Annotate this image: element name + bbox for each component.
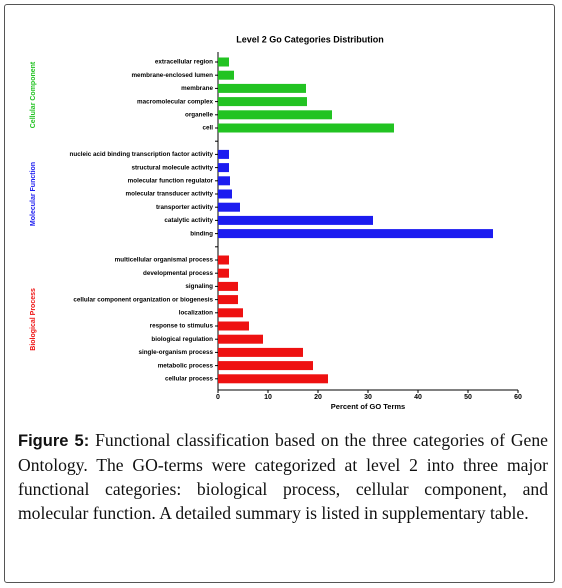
x-tick-label: 30	[364, 394, 372, 401]
bar	[218, 163, 229, 173]
chart-title: Level 2 Go Categories Distribution	[236, 34, 384, 44]
y-tick-label: transporter activity	[156, 204, 214, 211]
bar	[218, 361, 313, 371]
y-tick-label: metabolic process	[158, 362, 214, 369]
y-tick-label: response to stimulus	[150, 323, 214, 330]
caption: Figure 5: Functional classification base…	[18, 428, 548, 525]
group-label: Molecular Function	[30, 162, 37, 226]
y-tick-label: membrane-enclosed lumen	[131, 72, 213, 79]
y-tick-label: cellular process	[165, 375, 213, 382]
y-tick-label: multicellular organismal process	[115, 257, 214, 264]
group-label: Cellular Component	[30, 61, 37, 128]
x-tick-label: 60	[514, 394, 522, 401]
x-axis-label: Percent of GO Terms	[331, 402, 405, 411]
y-tick-label: cell	[202, 125, 213, 132]
bar	[218, 308, 243, 318]
bar	[218, 374, 328, 384]
bar	[218, 321, 249, 331]
bar	[218, 83, 306, 93]
figure-frame	[4, 4, 555, 583]
x-tick-label: 0	[216, 394, 220, 401]
bar	[218, 176, 230, 186]
y-tick-label: molecular function regulator	[128, 177, 214, 184]
y-tick-label: biological regulation	[151, 336, 213, 343]
y-tick-label: single-organism process	[138, 349, 213, 356]
bar	[218, 347, 303, 357]
y-tick-label: binding	[190, 230, 213, 237]
y-tick-label: membrane	[181, 85, 213, 92]
y-tick-label: developmental process	[143, 270, 213, 277]
y-tick-label: organelle	[185, 111, 213, 118]
bar	[218, 189, 232, 199]
x-tick-label: 10	[264, 394, 272, 401]
bar	[218, 110, 332, 120]
y-tick-label: nucleic acid binding transcription facto…	[70, 151, 214, 158]
bar	[218, 70, 234, 80]
bar	[218, 97, 307, 107]
bar	[218, 281, 238, 291]
bar	[218, 268, 229, 278]
y-tick-label: macromolecular complex	[137, 98, 213, 105]
bar	[218, 57, 229, 67]
chart: Level 2 Go Categories Distribution Perce…	[30, 34, 522, 411]
y-tick-label: molecular transducer activity	[126, 191, 214, 198]
y-tick-label: catalytic activity	[164, 217, 213, 224]
bar	[218, 215, 373, 225]
bar	[218, 255, 229, 265]
caption-label: Figure 5:	[18, 432, 90, 450]
bar	[218, 295, 238, 305]
y-tick-label: localization	[179, 309, 213, 316]
x-tick-label: 40	[414, 394, 422, 401]
group-label: Biological Process	[30, 288, 37, 351]
bar	[218, 202, 240, 212]
caption-text: Functional classification based on the t…	[18, 430, 548, 523]
y-tick-label: structural molecule activity	[131, 164, 213, 171]
bar	[218, 149, 229, 159]
x-tick-label: 50	[464, 394, 472, 401]
bar	[218, 229, 493, 239]
y-tick-label: cellular component organization or bioge…	[73, 296, 213, 303]
y-tick-label: signaling	[185, 283, 213, 290]
y-tick-label: extracellular region	[155, 59, 213, 66]
bar	[218, 123, 394, 133]
bar	[218, 334, 263, 344]
x-tick-label: 20	[314, 394, 322, 401]
